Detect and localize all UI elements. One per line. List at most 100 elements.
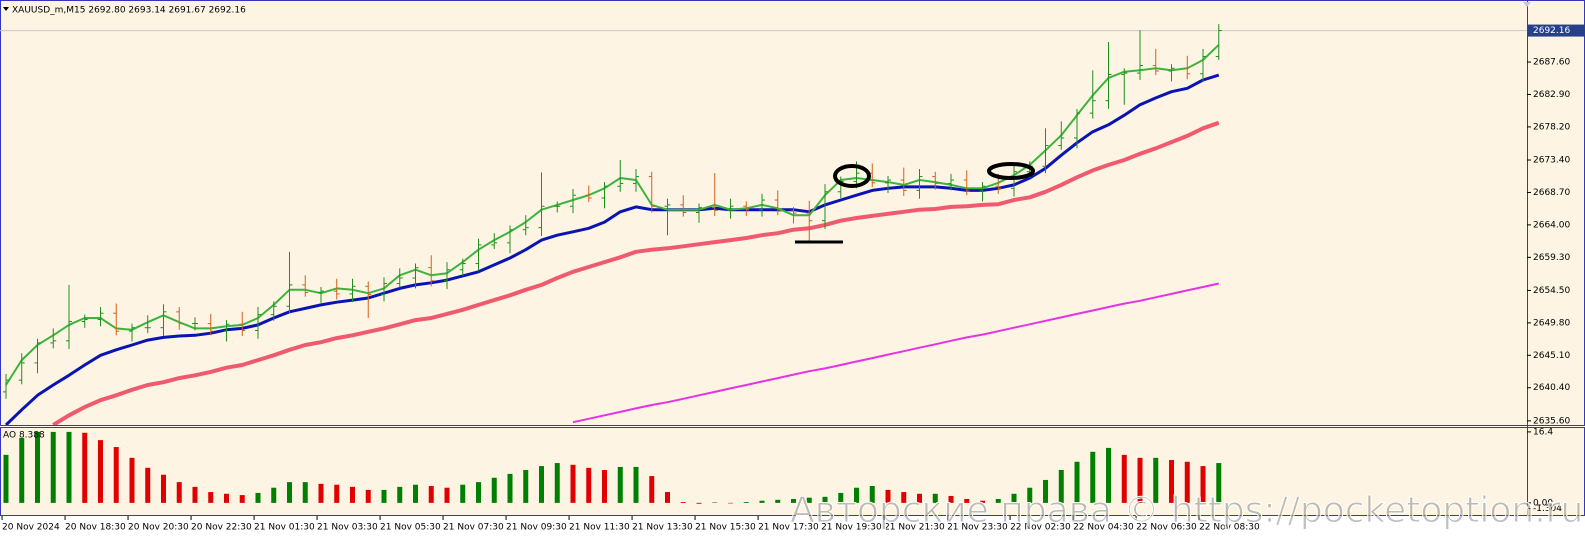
ohlc-bar [1200,48,1207,83]
ao-bar [822,496,828,503]
ohlc-bar [664,198,671,236]
ao-bar [1058,469,1064,503]
ohlc-bar [443,262,450,290]
ohlc-bar [128,323,135,342]
ao-bar [82,432,88,503]
ao-bar [1011,493,1017,503]
ao-bar [554,463,560,503]
ao-bar [901,492,907,503]
y-tick-label: 2659.30 [1533,253,1570,263]
ohlc-bar [1152,48,1159,76]
ao-bar [365,489,371,503]
x-tick-label: 21 Nov 13:30 [632,523,693,533]
ao-bar [601,469,607,503]
x-tick-label: 21 Nov 19:30 [821,523,882,533]
moving-average [5,44,1220,386]
y-tick-label: 2668.70 [1533,188,1570,198]
ao-bar [239,495,245,503]
ao-bar [318,483,324,503]
ohlc-bar [585,185,592,203]
x-tick-label: 21 Nov 01:30 [254,523,315,533]
ao-bar [806,497,812,503]
ao-bar [34,431,40,503]
ao-bar [3,454,9,503]
ohlc-bar [144,315,151,334]
ao-bar [444,487,450,503]
y-tick-label: 2649.80 [1533,318,1570,328]
x-tick-label: 21 Nov 15:30 [695,523,756,533]
ao-bar [948,495,954,503]
ohlc-bar [916,168,923,199]
ohlc-bar [191,317,198,331]
ohlc-bar [223,320,230,342]
ohlc-bar [554,201,561,213]
ohlc-bar [349,278,356,303]
ao-plot [3,431,1222,504]
ao-bar [286,482,292,503]
x-tick-label: 21 Nov 03:30 [317,523,378,533]
ao-bar [113,447,119,503]
y-tick-label: 16.4 [1533,427,1553,437]
ohlc-bar [428,255,435,287]
y-tick-label: 2645.10 [1533,351,1570,361]
ohlc-bar [1184,55,1191,80]
ao-bar [507,473,513,503]
ohlc-bar [160,304,167,336]
ohlc-bar [491,233,498,250]
circle-annotation [833,164,871,188]
ohlc-bar [475,238,482,271]
ao-bar [743,502,749,503]
ohlc-bar [270,301,277,321]
ao-bar [1216,463,1222,503]
ao-bar [523,469,529,503]
ao-bar [1106,447,1112,503]
ao-bar [208,492,214,503]
ohlc-bar [396,268,403,288]
ao-bar [1027,487,1033,503]
x-tick-label: 22 Nov 06:30 [1136,523,1197,533]
ohlc-bar [696,203,703,223]
y-tick-label: 2673.40 [1533,156,1570,166]
x-tick-label: 22 Nov 08:30 [1199,523,1260,533]
circle-annotation [987,162,1035,180]
ao-bar [964,498,970,503]
ohlc-bar [1137,30,1144,80]
ohlc-bar [81,314,88,328]
main-panel [0,0,1585,426]
ao-bar [1153,457,1159,503]
ao-bar [381,489,387,503]
ao-bar [1169,460,1175,503]
x-tick-label: 21 Nov 23:30 [947,523,1008,533]
ao-bar [66,431,72,503]
ohlc-bar [822,184,829,230]
ao-bar [176,482,182,503]
moving-average [572,282,1220,424]
ohlc-bar [711,173,718,216]
x-tick-label: 21 Nov 17:30 [758,523,819,533]
ao-bar [1137,457,1143,503]
ao-bar [1090,451,1096,503]
y-tick-label: 2687.60 [1533,58,1570,68]
ohlc-bar [648,171,655,213]
ao-bar [334,484,340,503]
ao-bar [885,489,891,503]
ohlc-bar [1089,70,1096,119]
ao-bar [617,466,623,503]
ao-bar [775,499,781,503]
y-tick-label: -1.304 [1533,504,1562,514]
ohlc-bar [302,275,309,297]
ohlc-bar [774,190,781,216]
ohlc-bar [569,189,576,214]
ao-bar [980,500,986,503]
ohlc-bar [1074,108,1081,149]
ao-bar [932,493,938,503]
ao-bar [586,467,592,503]
ohlc-bar [506,225,513,254]
y-tick-label: 2654.50 [1533,286,1570,296]
ao-bar [460,484,466,503]
ohlc-bar [412,263,419,289]
x-tick-label: 20 Nov 2024 [2,523,60,533]
ohlc-bar [333,278,340,300]
